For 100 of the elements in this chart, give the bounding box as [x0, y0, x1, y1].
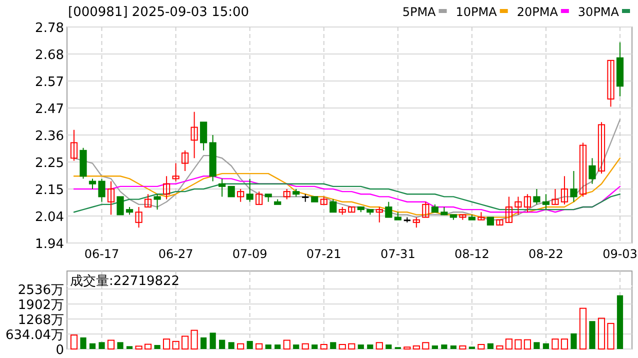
candlestick [283, 188, 290, 200]
bar [181, 336, 189, 350]
candlestick [560, 176, 568, 205]
y-tick-label: 634.04万 [6, 328, 64, 343]
bar [219, 340, 226, 349]
bar [560, 338, 568, 350]
candlestick [246, 178, 254, 202]
bar [246, 340, 253, 349]
chart-title: [000981] 2025-09-03 15:00 [68, 5, 250, 20]
bar [162, 338, 170, 350]
bar [117, 342, 124, 349]
bar [432, 345, 438, 349]
candlestick [154, 194, 161, 210]
y-tick-label: 2.25 [35, 156, 64, 171]
bar [386, 344, 392, 349]
y-tick-label: 2.36 [35, 129, 64, 144]
x-tick-label: 06-27 [158, 247, 194, 261]
bar [534, 342, 540, 349]
legend-label: 5PMA [402, 5, 437, 19]
bar [154, 344, 160, 349]
candlestick [579, 142, 587, 198]
candlestick [98, 178, 106, 202]
bar [98, 342, 105, 349]
candlestick [228, 186, 235, 198]
bar [367, 344, 374, 349]
bar [589, 321, 596, 349]
x-tick-label: 07-21 [306, 247, 342, 261]
bar [422, 342, 430, 350]
bar [598, 318, 606, 350]
candlestick [412, 216, 420, 228]
bar [228, 342, 234, 349]
chart-title: 成交量:22719822 [70, 273, 180, 289]
bar [542, 343, 550, 349]
bar [135, 346, 142, 350]
candlestick [514, 196, 522, 216]
bar [524, 339, 532, 350]
bar [320, 344, 328, 350]
bar [514, 339, 522, 350]
bar [80, 337, 86, 349]
legend-label: 10PMA [456, 5, 498, 19]
candlestick [172, 162, 180, 182]
candlestick [218, 178, 226, 198]
y-tick-label: 2.47 [35, 102, 64, 117]
bar [70, 334, 78, 350]
x-tick-label: 07-31 [380, 247, 416, 261]
x-tick-label: 09-03 [602, 247, 638, 261]
candlestick [376, 206, 383, 223]
candlestick [385, 201, 392, 218]
bar [450, 345, 456, 349]
y-tick-label: 2.78 [35, 21, 64, 36]
bar [579, 308, 587, 350]
legend-label: 20PMA [516, 5, 559, 19]
candlestick [524, 194, 532, 213]
candlestick [542, 194, 550, 210]
bar [274, 344, 281, 349]
bar [190, 330, 198, 350]
bar [89, 343, 96, 349]
candlestick [570, 170, 578, 202]
x-tick-label: 08-22 [528, 247, 564, 261]
candlestick [552, 188, 559, 205]
bar [330, 342, 336, 349]
y-tick-label: 2.04 [35, 210, 64, 225]
bar [441, 344, 448, 349]
candlestick [200, 122, 208, 151]
bar [616, 295, 624, 349]
bar [172, 340, 180, 350]
bar [505, 338, 513, 350]
candlestick [505, 196, 513, 223]
candlestick [135, 206, 142, 228]
bar [496, 345, 504, 350]
y-tick-label: 2.68 [35, 48, 64, 63]
candlestick [607, 60, 614, 108]
bar [607, 322, 614, 350]
bar [256, 343, 263, 350]
candlestick [88, 178, 96, 190]
y-tick-label: 2536万 [18, 283, 64, 298]
candlestick [116, 196, 124, 216]
bar [237, 343, 244, 350]
candlestick [588, 158, 596, 184]
x-tick-label: 07-09 [232, 247, 268, 261]
y-tick-label: 0 [56, 343, 64, 358]
bar [144, 344, 152, 350]
bar [412, 345, 420, 350]
candlestick [181, 150, 189, 172]
bar [210, 332, 216, 349]
bar [265, 344, 272, 349]
bar [552, 338, 559, 350]
candlestick [598, 122, 606, 174]
candlestick [107, 180, 115, 216]
y-tick-label: 1.94 [35, 237, 64, 252]
bar [302, 343, 309, 350]
bar [126, 346, 133, 349]
bar [348, 343, 356, 350]
bar [338, 344, 346, 350]
bar [312, 344, 318, 349]
y-tick-label: 1902万 [18, 298, 64, 313]
bar [376, 342, 383, 350]
y-tick-label: 1268万 [18, 313, 64, 328]
candlestick [237, 188, 244, 202]
y-tick-label: 2.15 [35, 183, 64, 198]
